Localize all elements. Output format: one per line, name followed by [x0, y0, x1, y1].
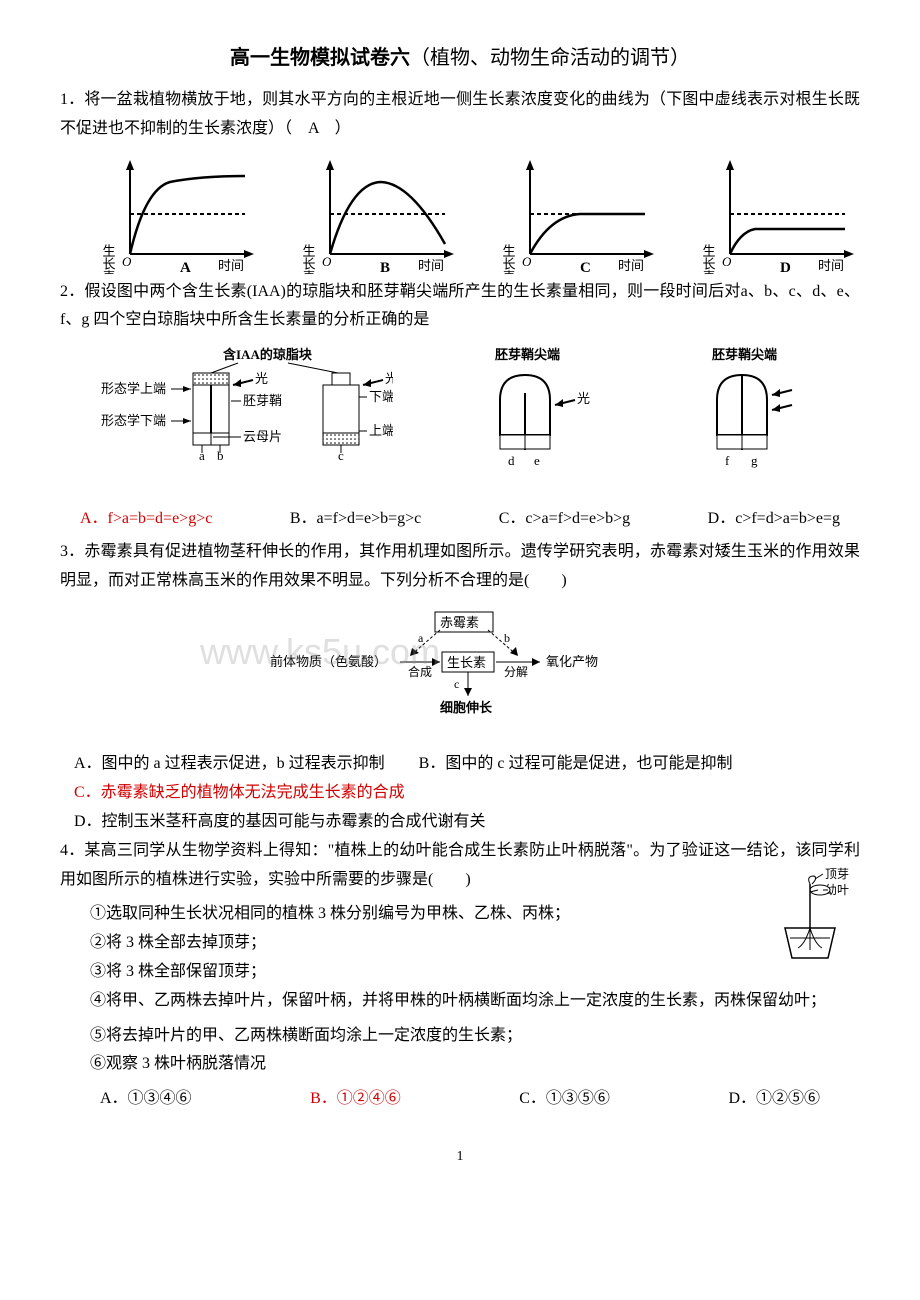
- svg-text:C: C: [580, 260, 591, 274]
- q1-fig-d: 生长素浓度 O 时间 D: [700, 154, 860, 274]
- svg-text:云母片: 云母片: [243, 429, 282, 444]
- q4-s3: ③将 3 株全部保留顶芽；: [90, 958, 860, 987]
- svg-text:光: 光: [255, 371, 268, 386]
- svg-text:时间: 时间: [618, 258, 644, 273]
- svg-text:赤霉素: 赤霉素: [440, 615, 479, 630]
- svg-text:f: f: [725, 453, 730, 468]
- svg-text:细胞伸长: 细胞伸长: [440, 700, 493, 715]
- page-number: 1: [60, 1144, 860, 1169]
- q3-svg: 赤霉素 前体物质（色氨酸） 合成 生长素 分解 氧化产物 a b c 细胞伸长: [250, 608, 670, 728]
- q3-opt-d: D．控制玉米茎秆高度的基因可能与赤霉素的合成代谢有关: [74, 808, 860, 837]
- svg-text:生长素浓度: 生长素浓度: [501, 244, 516, 274]
- svg-text:胚芽鞘尖端: 胚芽鞘尖端: [712, 347, 777, 362]
- svg-text:顶芽: 顶芽: [825, 867, 849, 881]
- q2-figures: 含IAA的琼脂块 a b c 光 光 形态学上端 形态学下端 胚芽: [60, 345, 860, 495]
- q1-svg-b: 生长素浓度 O 时间 B: [300, 154, 460, 274]
- svg-text:分解: 分解: [504, 665, 528, 679]
- svg-text:光: 光: [385, 371, 393, 386]
- title-bold: 高一生物模拟试卷六: [230, 47, 410, 69]
- q4-text-span: 4．某高三同学从生物学资料上得知："植株上的幼叶能合成生长素防止叶柄脱落"。为了…: [60, 842, 860, 888]
- q1-text: 1．将一盆栽植物横放于地，则其水平方向的主根近地一侧生长素浓度变化的曲线为（下图…: [60, 86, 860, 144]
- svg-text:O: O: [322, 254, 332, 269]
- svg-text:形态学上端: 形态学上端: [101, 381, 166, 396]
- svg-text:时间: 时间: [218, 258, 244, 273]
- svg-text:光: 光: [577, 391, 590, 406]
- svg-text:下端: 下端: [369, 389, 393, 404]
- q3-figure: 赤霉素 前体物质（色氨酸） 合成 生长素 分解 氧化产物 a b c 细胞伸长: [60, 608, 860, 739]
- svg-text:时间: 时间: [418, 258, 444, 273]
- q4-options: A．①③④⑥ B．①②④⑥ C．①③⑤⑥ D．①②⑤⑥: [100, 1085, 820, 1114]
- page-title: 高一生物模拟试卷六（植物、动物生命活动的调节）: [60, 40, 860, 76]
- q4-s4-span: ④将甲、乙两株去掉叶片，保留叶柄，并将甲株的叶柄横断面均涂上一定浓度的生长素，丙…: [90, 992, 826, 1009]
- q4-s2: ②将 3 株全部去掉顶芽；: [90, 929, 860, 958]
- svg-text:前体物质（色氨酸）: 前体物质（色氨酸）: [270, 654, 387, 669]
- svg-text:e: e: [534, 453, 540, 468]
- svg-text:形态学下端: 形态学下端: [101, 413, 166, 428]
- q2-text: 2．假设图中两个含生长素(IAA)的琼脂块和胚芽鞘尖端所产生的生长素量相同，则一…: [60, 278, 860, 336]
- svg-text:时间: 时间: [818, 258, 844, 273]
- q2-options: A．f>a=b=d=e>g>c B．a=f>d=e>b=g>c C．c>a=f>…: [80, 505, 840, 534]
- q4-figure: 顶芽 幼叶: [770, 866, 860, 977]
- q2-svg-left: 含IAA的琼脂块 a b c 光 光 形态学上端 形态学下端 胚芽: [93, 345, 393, 495]
- svg-text:生长素浓度: 生长素浓度: [301, 244, 316, 274]
- svg-text:氧化产物: 氧化产物: [546, 654, 598, 669]
- q1-svg-a: 生长素浓度 O 时间 A: [100, 154, 260, 274]
- svg-text:生长素浓度: 生长素浓度: [101, 244, 116, 274]
- q4-svg: 顶芽 幼叶: [770, 866, 860, 966]
- svg-text:O: O: [522, 254, 532, 269]
- q3-text: 3．赤霉素具有促进植物茎秆伸长的作用，其作用机理如图所示。遗传学研究表明，赤霉素…: [60, 538, 860, 596]
- q4-opt-c: C．①③⑤⑥: [519, 1085, 610, 1114]
- q4-opt-d: D．①②⑤⑥: [728, 1085, 820, 1114]
- q4-s5: ⑤将去掉叶片的甲、乙两株横断面均涂上一定浓度的生长素；: [90, 1022, 860, 1051]
- q1-svg-d: 生长素浓度 O 时间 D: [700, 154, 860, 274]
- q2-opt-a: A．f>a=b=d=e>g>c: [80, 505, 212, 534]
- q3-opt-b: B．图中的 c 过程可能是促进，也可能是抑制: [419, 755, 733, 772]
- q1-fig-c: 生长素浓度 O 时间 C: [500, 154, 660, 274]
- svg-text:a: a: [418, 631, 424, 645]
- svg-text:上端: 上端: [369, 423, 393, 438]
- q4-s4: ④将甲、乙两株去掉叶片，保留叶柄，并将甲株的叶柄横断面均涂上一定浓度的生长素，丙…: [90, 987, 860, 1016]
- svg-text:d: d: [508, 453, 515, 468]
- svg-text:O: O: [722, 254, 732, 269]
- q3-opt-c: C．赤霉素缺乏的植物体无法完成生长素的合成: [74, 779, 860, 808]
- svg-text:A: A: [180, 260, 191, 274]
- title-rest: （植物、动物生命活动的调节）: [410, 47, 690, 69]
- q1-fig-a: 生长素浓度 O 时间 A: [100, 154, 260, 274]
- svg-text:胚芽鞘: 胚芽鞘: [243, 393, 282, 408]
- svg-text:D: D: [780, 260, 791, 274]
- svg-text:生长素浓度: 生长素浓度: [701, 244, 716, 274]
- svg-text:合成: 合成: [408, 664, 432, 679]
- svg-text:胚芽鞘尖端: 胚芽鞘尖端: [495, 347, 560, 362]
- q2-opt-c: C．c>a=f>d=e>b>g: [499, 505, 630, 534]
- q4-opt-b: B．①②④⑥: [310, 1085, 401, 1114]
- q4-text: 4．某高三同学从生物学资料上得知："植株上的幼叶能合成生长素防止叶柄脱落"。为了…: [60, 837, 860, 895]
- q3-options: A．图中的 a 过程表示促进，b 过程表示抑制 B．图中的 c 过程可能是促进，…: [60, 750, 860, 779]
- q4-s6: ⑥观察 3 株叶柄脱落情况: [90, 1050, 860, 1079]
- svg-text:g: g: [751, 453, 758, 468]
- q2-svg-right: 胚芽鞘尖端 f g: [677, 345, 827, 495]
- svg-text:生长素: 生长素: [447, 655, 486, 670]
- q2-opt-b: B．a=f>d=e>b=g>c: [290, 505, 421, 534]
- q1-figures: 生长素浓度 O 时间 A 生长素浓度 O 时间 B 生长素浓: [100, 154, 860, 274]
- q1-svg-c: 生长素浓度 O 时间 C: [500, 154, 660, 274]
- q2-opt-d: D．c>f=d>a=b>e=g: [708, 505, 840, 534]
- q4-opt-a: A．①③④⑥: [100, 1085, 192, 1114]
- q1-fig-b: 生长素浓度 O 时间 B: [300, 154, 460, 274]
- q4-s1: ①选取同种生长状况相同的植株 3 株分别编号为甲株、乙株、丙株；: [90, 900, 860, 929]
- q3-opt-a: A．图中的 a 过程表示促进，b 过程表示抑制: [74, 755, 385, 772]
- q2-svg-mid: 胚芽鞘尖端 d e 光: [460, 345, 610, 495]
- q2-label-top: 含IAA的琼脂块: [222, 347, 313, 362]
- svg-text:c: c: [454, 677, 459, 691]
- svg-text:O: O: [122, 254, 132, 269]
- svg-text:B: B: [380, 260, 390, 274]
- svg-text:b: b: [504, 631, 510, 645]
